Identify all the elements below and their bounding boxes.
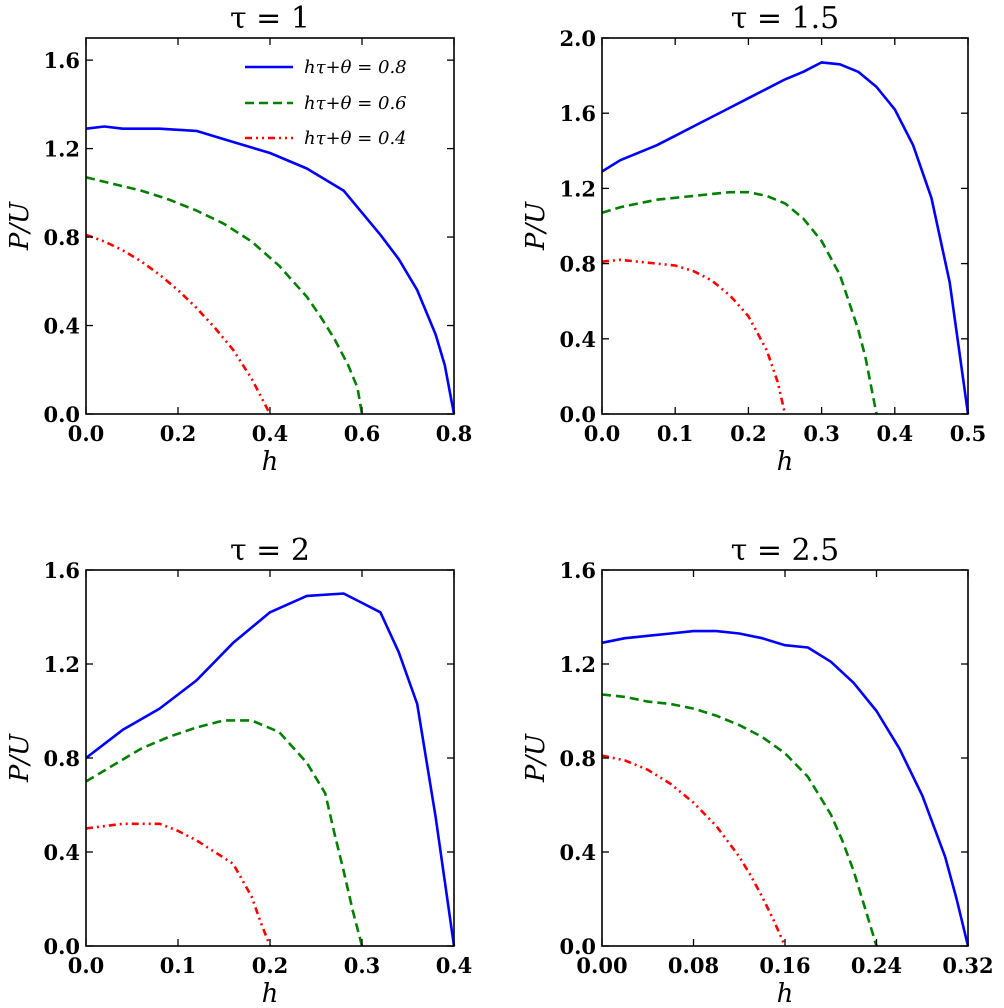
x-tick-label: 0.08 — [668, 953, 719, 978]
x-tick-label: 0.2 — [730, 421, 767, 446]
y-tick-label: 0.8 — [43, 746, 80, 771]
series-line-2 — [601, 693, 878, 947]
series-line-1 — [85, 125, 456, 415]
x-tick-label: 0.3 — [803, 421, 840, 446]
y-axis-label: P/U — [5, 201, 35, 251]
panel-title: τ = 1 — [230, 1, 310, 36]
legend-label-2: hτ+θ = 0.6 — [304, 93, 407, 114]
x-axis-label: h — [777, 447, 794, 477]
x-tick-label: 0.4 — [252, 421, 289, 446]
y-tick-label: 0.4 — [43, 840, 80, 865]
panel-2: 0.0 0.1 0.2 0.3 0.4 0.5 0.0 0.4 0.8 1.2 1.6 2.0 τ = … — [521, 1, 986, 477]
panel-title: τ = 1.5 — [731, 1, 840, 36]
series-line-3 — [601, 258, 787, 415]
y-axis-label: P/U — [521, 201, 551, 251]
plot-frame — [601, 569, 969, 947]
x-tick-label: 0.0 — [68, 421, 105, 446]
y-tick-label: 1.6 — [43, 48, 80, 73]
series-line-1 — [601, 629, 970, 947]
x-tick-label: 0.6 — [344, 421, 381, 446]
x-tick-label: 0.16 — [759, 953, 810, 978]
x-tick-label: 0.5 — [950, 421, 987, 446]
x-tick-label: 0.4 — [436, 953, 473, 978]
legend: hτ+θ = 0.8 hτ+θ = 0.6 hτ+θ = 0.4 — [245, 57, 407, 149]
y-tick-label: 1.2 — [559, 176, 596, 201]
x-tick-label: 0.1 — [160, 953, 197, 978]
series-line-3 — [601, 754, 787, 947]
y-tick-label: 1.6 — [559, 558, 596, 583]
series-line-2 — [85, 719, 364, 947]
y-axis-label: P/U — [521, 733, 551, 783]
series-line-2 — [85, 176, 364, 415]
y-tick-label: 0.8 — [559, 746, 596, 771]
x-tick-label: 0.0 — [584, 421, 621, 446]
series-line-3 — [85, 233, 272, 415]
y-tick-label: 1.2 — [43, 652, 80, 677]
y-tick-label: 0.0 — [559, 402, 596, 427]
panel-3: 0.0 0.1 0.2 0.3 0.4 0.0 0.4 0.8 1.2 1.6 τ = 2 h P/U — [5, 533, 472, 1008]
y-tick-label: 1.2 — [559, 652, 596, 677]
series-line-3 — [85, 822, 272, 947]
y-tick-label: 1.2 — [43, 137, 80, 162]
y-tick-label: 0.4 — [559, 327, 596, 352]
series-line-1 — [85, 592, 456, 947]
panel-title: τ = 2.5 — [731, 533, 840, 568]
y-tick-label: 0.0 — [559, 934, 596, 959]
y-tick-label: 0.0 — [43, 402, 80, 427]
x-tick-label: 0.2 — [252, 953, 289, 978]
y-tick-label: 0.4 — [43, 314, 80, 339]
x-tick-label: 0.4 — [877, 421, 914, 446]
y-tick-label: 0.0 — [43, 934, 80, 959]
x-axis-label: h — [262, 979, 279, 1008]
plot-frame — [85, 569, 455, 947]
x-tick-label: 0.32 — [942, 953, 993, 978]
y-tick-label: 0.8 — [559, 252, 596, 277]
x-axis-label: h — [777, 979, 794, 1008]
x-axis-label: h — [262, 447, 279, 477]
series-line-1 — [601, 61, 970, 415]
series-line-2 — [601, 190, 878, 415]
y-tick-label: 1.6 — [559, 101, 596, 126]
x-tick-label: 0.24 — [851, 953, 902, 978]
y-tick-label: 0.8 — [43, 225, 80, 250]
panel-title: τ = 2 — [230, 533, 310, 568]
plot-frame — [601, 37, 969, 415]
x-tick-label: 0.8 — [436, 421, 473, 446]
x-tick-label: 0.0 — [68, 953, 105, 978]
panel-4: 0.00 0.08 0.16 0.24 0.32 0.0 0.4 0.8 1.2 1.6 τ = 2… — [521, 533, 994, 1008]
y-tick-label: 0.4 — [559, 840, 596, 865]
panel-1: 0.0 0.2 0.4 0.6 0.8 0.0 0.4 0.8 1.2 1.6 τ = 1 h P/U — [5, 1, 472, 477]
x-tick-label: 0.00 — [576, 953, 627, 978]
x-tick-label: 0.2 — [160, 421, 197, 446]
y-axis-label: P/U — [5, 733, 35, 783]
y-tick-label: 1.6 — [43, 558, 80, 583]
y-tick-label: 2.0 — [559, 26, 596, 51]
x-tick-label: 0.1 — [657, 421, 694, 446]
legend-label-3: hτ+θ = 0.4 — [304, 128, 407, 149]
x-tick-label: 0.3 — [344, 953, 381, 978]
legend-label-1: hτ+θ = 0.8 — [304, 57, 407, 78]
